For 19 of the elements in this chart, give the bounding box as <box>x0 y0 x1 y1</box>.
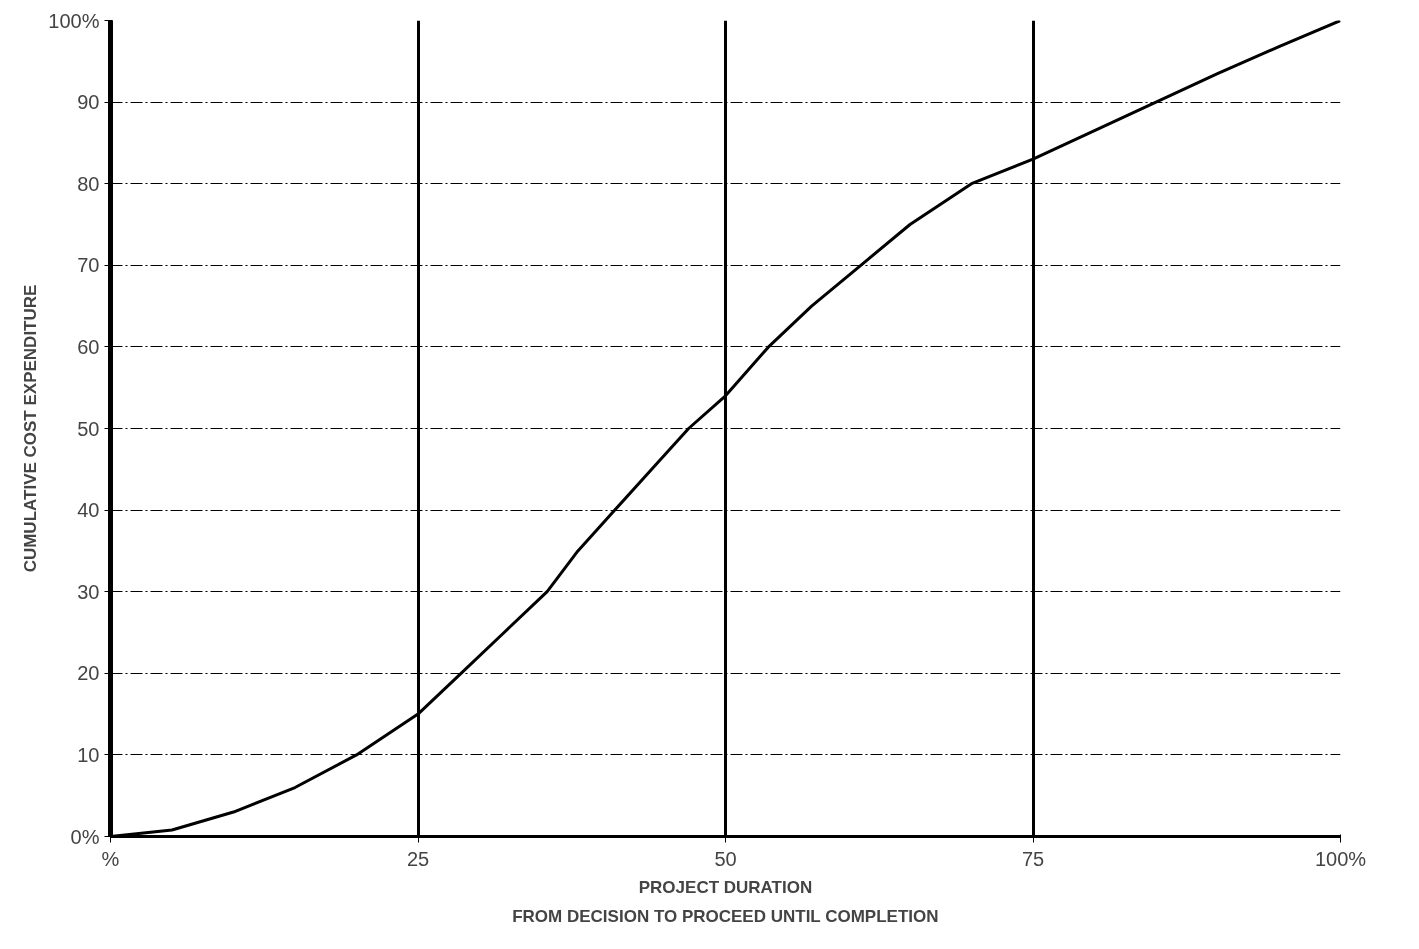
y-tick-label: 50 <box>77 417 100 440</box>
y-tick-label: 0% <box>70 825 100 848</box>
y-tick-label: 70 <box>77 254 100 277</box>
x-axis-title: PROJECT DURATION <box>638 877 813 897</box>
y-tick-label: 10 <box>77 743 100 766</box>
y-tick-label: 30 <box>77 580 100 603</box>
y-tick-label: 90 <box>77 91 100 114</box>
y-tick-label: 40 <box>77 499 100 522</box>
x-tick-label: 50 <box>714 847 737 870</box>
y-tick-label: 60 <box>77 335 100 358</box>
y-axis-title: CUMULATIVE COST EXPENDITURE <box>21 284 41 573</box>
x-tick-label: 25 <box>406 847 430 870</box>
y-tick-label: 20 <box>77 662 100 685</box>
y-tick-label: 80 <box>77 172 100 195</box>
text: FROM DECISION TO PROCEED UNTIL COMPLETION <box>512 906 939 926</box>
y-tick-label: 100% <box>48 9 100 32</box>
x-tick-label: 100% <box>1314 847 1367 870</box>
x-tick-label: % <box>101 847 120 870</box>
x-tick-label: 75 <box>1021 847 1045 870</box>
